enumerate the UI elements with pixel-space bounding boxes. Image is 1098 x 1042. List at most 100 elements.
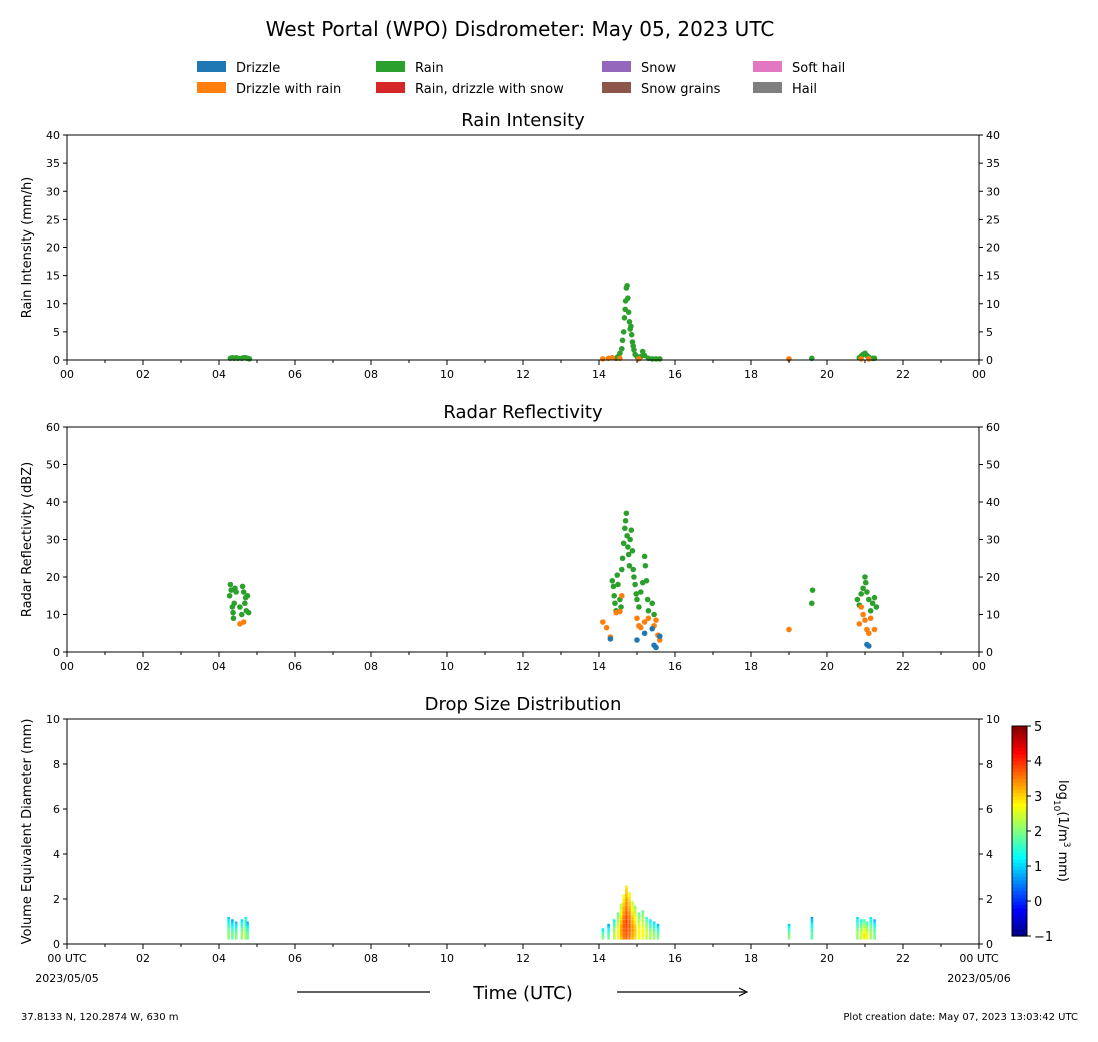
colorbar-segment xyxy=(1012,918,1027,923)
x-tick-label: 14 xyxy=(592,660,606,673)
x-tick-label: 00 xyxy=(972,368,986,381)
dsd-cell xyxy=(631,905,634,908)
dsd-cell xyxy=(856,928,859,931)
y-tick-label: 10 xyxy=(46,298,60,311)
dsd-cell xyxy=(810,923,814,926)
colorbar-segment xyxy=(1012,883,1027,888)
colorbar-segment xyxy=(1012,733,1027,738)
dsd-cell xyxy=(649,930,652,933)
legend-label: Rain xyxy=(415,61,444,76)
y-tick-label-right: 0 xyxy=(986,354,993,367)
dsd-cell xyxy=(619,937,623,940)
colorbar-segment xyxy=(1012,750,1027,755)
x-start-date: 2023/05/05 xyxy=(35,972,98,985)
dsd-cell xyxy=(641,930,645,933)
axes-frame xyxy=(66,718,980,945)
y-tick-label-right: 40 xyxy=(986,129,1000,142)
dsd-cell xyxy=(856,932,859,935)
y-tick-label: 0 xyxy=(53,354,60,367)
dsd-cell xyxy=(231,919,234,922)
data-point xyxy=(600,619,606,625)
x-tick-label: 02 xyxy=(136,660,150,673)
dsd-cell xyxy=(616,917,620,920)
data-point xyxy=(653,617,659,623)
dsd-cell xyxy=(246,926,249,929)
y-tick-label: 15 xyxy=(46,270,60,283)
dsd-cell xyxy=(649,923,652,926)
dsd-cell xyxy=(613,928,616,931)
dsd-cell xyxy=(227,919,230,922)
data-point xyxy=(858,356,864,362)
colorbar-segment xyxy=(1012,785,1027,790)
x-tick-label: 12 xyxy=(516,660,530,673)
data-point xyxy=(627,536,633,543)
dsd-cell xyxy=(863,937,866,940)
dsd-cell xyxy=(622,935,626,938)
dsd-cell xyxy=(633,926,637,929)
dsd-cell xyxy=(246,928,249,931)
data-point xyxy=(644,596,651,603)
dsd-cell xyxy=(856,926,859,929)
dsd-cell xyxy=(244,917,247,920)
data-point xyxy=(631,574,637,580)
data-point xyxy=(862,579,869,586)
data-point xyxy=(638,624,644,631)
dsd-cell xyxy=(607,930,610,933)
data-point xyxy=(619,345,625,352)
dsd-cell xyxy=(631,914,634,917)
x-tick-label: 06 xyxy=(288,368,302,381)
dsd-cell xyxy=(633,935,637,938)
dsd-cell xyxy=(622,914,626,917)
data-point xyxy=(242,600,248,607)
dsd-cell xyxy=(856,917,859,920)
dsd-cell xyxy=(244,921,247,924)
dsd-cell xyxy=(649,926,652,929)
colorbar-segment xyxy=(1012,764,1027,769)
dsd-cell xyxy=(641,912,645,915)
dsd-cell xyxy=(637,935,641,938)
colorbar-tick-label: 3 xyxy=(1034,790,1042,805)
dsd-cell xyxy=(601,935,605,938)
dsd-cell xyxy=(234,921,238,924)
data-point xyxy=(809,600,815,607)
dsd-cell xyxy=(246,937,249,940)
dsd-cell xyxy=(631,935,634,938)
x-end-date: 2023/05/06 xyxy=(947,972,1010,985)
dsd-cell xyxy=(628,912,631,915)
dsd-cell xyxy=(633,937,637,940)
y-tick-label-right: 30 xyxy=(986,185,1000,198)
dsd-cell xyxy=(616,926,620,929)
dsd-cell xyxy=(619,917,623,920)
y-tick-label: 30 xyxy=(46,185,60,198)
dsd-cell xyxy=(631,901,634,904)
dsd-cell xyxy=(633,923,637,926)
data-point xyxy=(867,607,874,614)
x-tick-label: 08 xyxy=(364,368,378,381)
dsd-cell xyxy=(625,892,628,895)
dsd-cell xyxy=(652,937,656,940)
dsd-cell xyxy=(244,937,247,940)
x-tick-label: 12 xyxy=(516,952,530,965)
dsd-cell xyxy=(240,919,244,922)
data-point xyxy=(809,587,816,593)
dsd-cell xyxy=(645,919,648,922)
data-point xyxy=(628,527,635,533)
colorbar-segment xyxy=(1012,890,1027,895)
dsd-cell xyxy=(628,910,631,913)
dsd-cell xyxy=(625,899,628,902)
data-point xyxy=(622,517,629,524)
dsd-cell xyxy=(645,917,648,920)
x-tick-label: 14 xyxy=(592,952,606,965)
dsd-cell xyxy=(637,926,641,929)
dsd-cell xyxy=(619,910,623,913)
colorbar-segment xyxy=(1012,852,1027,857)
dsd-cell xyxy=(625,937,628,940)
colorbar: −1 0 1 2 3 4 5 log10(1/m3 mm) xyxy=(1011,720,1071,945)
dsd-cell xyxy=(619,926,623,929)
dsd-cell xyxy=(231,935,234,938)
dsd-cell xyxy=(649,935,652,938)
dsd-cell xyxy=(860,935,863,938)
data-point xyxy=(638,589,644,595)
dsd-cell xyxy=(810,937,814,940)
